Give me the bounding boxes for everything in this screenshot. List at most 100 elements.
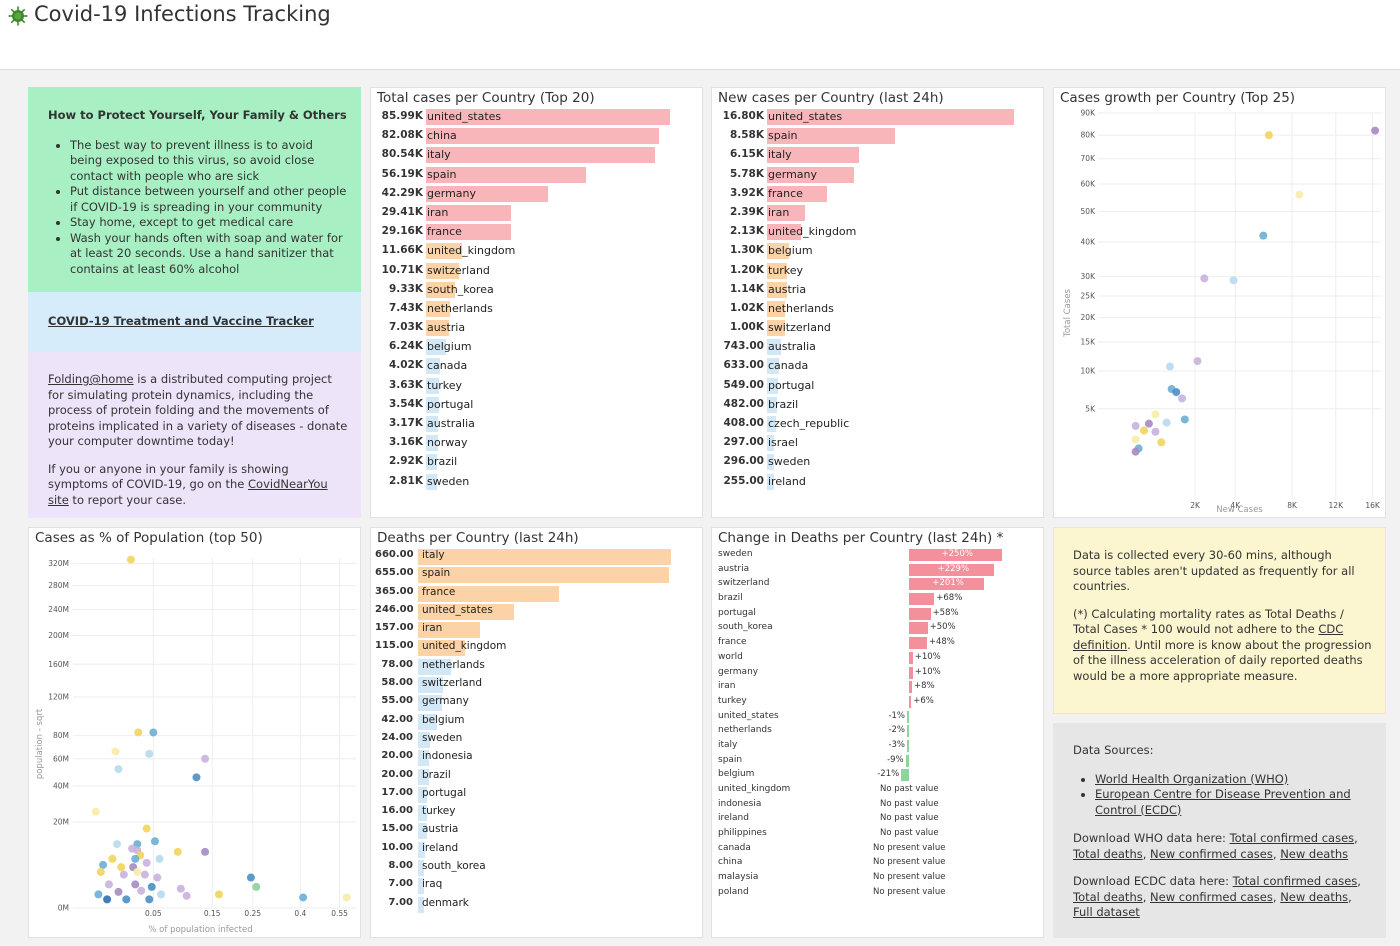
scatter-point <box>342 893 351 902</box>
table-row: 655.00 spain <box>371 566 702 584</box>
bar <box>909 622 928 635</box>
bar-value: 20.00 <box>381 768 413 780</box>
table-row: malaysia No present value <box>712 871 1043 886</box>
bar <box>418 658 451 675</box>
bar-label: germany <box>422 695 469 708</box>
y-tick-label: 80K <box>1081 131 1097 140</box>
bar-value: 24.00 <box>381 731 413 743</box>
bar <box>767 109 1014 125</box>
bar <box>418 695 442 712</box>
bar <box>767 358 780 375</box>
table-row: 7.03K austria <box>371 319 702 338</box>
source-item: World Health Organization (WHO) <box>1095 772 1373 788</box>
who-new-cases-link[interactable]: New confirmed cases <box>1150 846 1273 861</box>
bar-value: 296.00 <box>723 455 764 468</box>
bar <box>418 768 429 785</box>
missing-value: No present value <box>873 857 946 868</box>
table-row: 297.00 israel <box>712 434 1043 453</box>
scatter-point <box>1371 126 1380 135</box>
bar-value: 20.00 <box>381 750 413 762</box>
bar <box>909 695 912 708</box>
scatter-point <box>103 895 112 904</box>
scatter-point <box>140 870 149 879</box>
bar <box>901 769 909 782</box>
protect-item: Wash your hands often with soap and wate… <box>70 231 348 278</box>
bar <box>426 281 456 298</box>
bar <box>767 243 789 260</box>
bar <box>426 416 438 432</box>
total-cases-bars: 85.99K united_states 82.08K china 80.54K ital… <box>371 108 702 492</box>
bar <box>909 593 935 606</box>
tracker-link[interactable]: COVID-19 Treatment and Vaccine Tracker <box>48 314 314 328</box>
table-row: 660.00 italy <box>371 548 702 566</box>
bar-label: israel <box>768 436 798 450</box>
table-row: 2.92K brazil <box>371 453 702 472</box>
bar <box>909 666 913 679</box>
table-row: 1.30K belgium <box>712 242 1043 261</box>
who-total-deaths-link[interactable]: Total deaths <box>1073 846 1143 861</box>
table-row: 58.00 switzerland <box>371 676 702 694</box>
country-label: philippines <box>718 828 767 839</box>
bar-value: 16.80K <box>722 110 764 122</box>
country-label: iran <box>718 681 736 692</box>
ecdc-full-dataset-link[interactable]: Full dataset <box>1073 905 1140 919</box>
country-label: turkey <box>718 695 747 706</box>
bar-label: united_states <box>768 110 843 123</box>
cdc-definition-link[interactable]: CDC definition <box>1073 622 1344 652</box>
bar <box>418 896 424 913</box>
who-total-cases-link[interactable]: Total confirmed cases <box>1229 831 1355 845</box>
bar-value: 7.00 <box>388 878 413 890</box>
bar-value: 157.00 <box>375 622 414 634</box>
folding-panel: Folding@home is a distributed computing … <box>28 352 361 518</box>
bar-label: sweden <box>427 474 470 488</box>
bar-value: 255.00 <box>723 474 764 487</box>
bar-value: 9.33K <box>388 282 423 295</box>
missing-value: No past value <box>880 813 939 824</box>
ecdc-link[interactable]: European Centre for Disease Prevention a… <box>1095 787 1351 817</box>
change-deaths-bars: sweden +250% austria +229% switzerland +201% b… <box>712 548 1043 901</box>
bar-label: portugal <box>768 378 815 392</box>
source-item: European Centre for Disease Prevention a… <box>1095 787 1373 818</box>
table-row: 29.16K france <box>371 223 702 242</box>
ecdc-total-cases-link[interactable]: Total confirmed cases <box>1232 874 1358 888</box>
scatter-point <box>133 840 142 849</box>
bar-value: 246.00 <box>375 603 414 615</box>
bar-value: 2.92K <box>388 455 423 468</box>
scatter-point <box>1180 415 1189 424</box>
note-text: (*) Calculating mortality rates as Total… <box>1073 606 1344 637</box>
country-label: italy <box>718 739 738 750</box>
covidnearyou-link[interactable]: CovidNearYou site <box>48 477 328 507</box>
table-row: 3.54K portugal <box>371 396 702 415</box>
x-tick-label: 0.4 <box>294 909 306 918</box>
scatter-point <box>108 854 117 863</box>
scatter-point <box>1200 274 1209 283</box>
ecdc-new-deaths-link[interactable]: New deaths <box>1280 889 1349 904</box>
table-row: portugal +58% <box>712 607 1043 622</box>
bar-label: switzerland <box>768 321 831 335</box>
who-link[interactable]: World Health Organization (WHO) <box>1095 771 1289 786</box>
bar-value: 115.00 <box>375 640 414 652</box>
ecdc-total-deaths-link[interactable]: Total deaths <box>1073 889 1143 904</box>
bar <box>426 358 441 375</box>
y-tick-label: 160M <box>48 660 69 669</box>
change-value: +250% <box>941 549 973 559</box>
table-row: 20.00 indonesia <box>371 749 702 767</box>
bar-value: 42.00 <box>381 713 413 725</box>
who-new-deaths-link[interactable]: New deaths <box>1280 846 1349 861</box>
symptoms-pre: If you or anyone in your family is showi… <box>48 461 289 492</box>
y-tick-label: 120M <box>48 692 69 701</box>
protect-item: Stay home, except to get medical care <box>70 215 348 231</box>
ecdc-new-cases-link[interactable]: New confirmed cases <box>1150 889 1273 904</box>
bar <box>426 166 587 183</box>
bar-value: 3.63K <box>388 378 423 391</box>
bar <box>426 204 512 221</box>
bar-label: czech_republic <box>768 417 850 430</box>
bar <box>767 473 774 490</box>
ecdc-downloads: Download ECDC data here: Total confirmed… <box>1073 874 1361 919</box>
table-row: 24.00 sweden <box>371 731 702 749</box>
bar-label: ireland <box>768 474 806 488</box>
bar-value: 42.29K <box>381 186 423 199</box>
folding-link[interactable]: Folding@home <box>48 372 134 386</box>
bar-value: 15.00 <box>381 823 413 835</box>
y-axis-label: Total Cases <box>1063 289 1073 338</box>
